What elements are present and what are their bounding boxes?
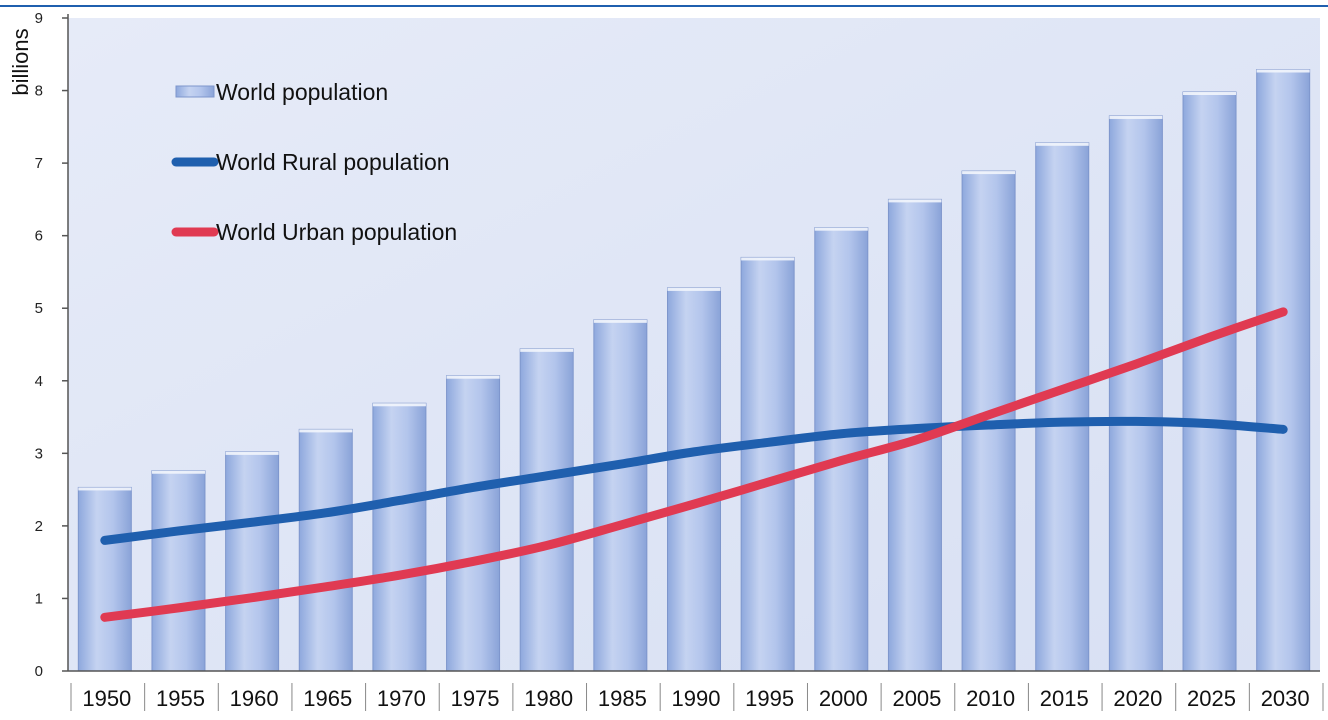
y-tick-label-2: 2 [35, 518, 43, 535]
bar-cap-2020 [1109, 116, 1162, 119]
bar-cap-2005 [888, 199, 941, 202]
y-tick-label-5: 5 [35, 300, 43, 317]
bar-1990 [668, 288, 721, 671]
y-tick-label-1: 1 [35, 590, 43, 607]
x-tick-label-2030: 2030 [1261, 686, 1310, 711]
x-tick-label-1995: 1995 [745, 686, 794, 711]
legend-swatch-world-population [176, 86, 214, 97]
y-tick-label-4: 4 [35, 373, 43, 390]
x-tick-label-1970: 1970 [377, 686, 426, 711]
x-tick-label-1975: 1975 [451, 686, 500, 711]
bar-cap-1970 [373, 403, 426, 406]
bar-1950 [78, 487, 131, 671]
y-tick-label-7: 7 [35, 155, 43, 172]
x-tick-label-2005: 2005 [892, 686, 941, 711]
bar-1995 [741, 257, 794, 671]
y-tick-label-8: 8 [35, 83, 43, 100]
bar-cap-1950 [78, 487, 131, 490]
bar-cap-1990 [668, 288, 721, 291]
x-tick-label-1960: 1960 [230, 686, 279, 711]
bar-cap-2015 [1036, 143, 1089, 146]
bar-2000 [815, 228, 868, 671]
bar-cap-2025 [1183, 92, 1236, 95]
y-tick-label-3: 3 [35, 445, 43, 462]
bar-cap-1955 [152, 471, 205, 474]
x-tick-label-2020: 2020 [1113, 686, 1162, 711]
x-tick-label-1950: 1950 [82, 686, 131, 711]
x-tick-label-2015: 2015 [1040, 686, 1089, 711]
bar-cap-1985 [594, 320, 647, 323]
bar-1980 [520, 349, 573, 671]
bar-cap-1960 [226, 452, 279, 455]
bar-cap-2030 [1257, 70, 1310, 73]
x-tick-label-2025: 2025 [1187, 686, 1236, 711]
bar-cap-2000 [815, 228, 868, 231]
x-tick-label-1990: 1990 [672, 686, 721, 711]
legend-label-world-rural-population: World Rural population [216, 149, 450, 175]
legend-label-world-urban-population: World Urban population [216, 219, 457, 245]
bar-1970 [373, 403, 426, 671]
bar-2015 [1036, 143, 1089, 671]
x-tick-label-1965: 1965 [303, 686, 352, 711]
bar-cap-1965 [299, 429, 352, 432]
y-axis-label: billions [8, 28, 33, 95]
x-tick-label-1985: 1985 [598, 686, 647, 711]
x-tick-label-1955: 1955 [156, 686, 205, 711]
x-tick-label-1980: 1980 [524, 686, 573, 711]
bar-cap-1975 [447, 376, 500, 379]
x-tick-label-2000: 2000 [819, 686, 868, 711]
x-tick-label-2010: 2010 [966, 686, 1015, 711]
bar-1955 [152, 471, 205, 671]
y-tick-label-0: 0 [35, 663, 43, 680]
y-tick-label-6: 6 [35, 228, 43, 245]
bar-1975 [447, 376, 500, 671]
y-tick-label-9: 9 [35, 10, 43, 27]
bar-cap-2010 [962, 171, 1015, 174]
bar-1960 [226, 452, 279, 671]
bar-cap-1995 [741, 257, 794, 260]
bar-1985 [594, 320, 647, 671]
legend-label-world-population: World population [216, 79, 388, 105]
bar-2025 [1183, 92, 1236, 671]
bar-2030 [1257, 70, 1310, 671]
bar-cap-1980 [520, 349, 573, 352]
bar-2020 [1109, 116, 1162, 671]
bar-1965 [299, 429, 352, 671]
